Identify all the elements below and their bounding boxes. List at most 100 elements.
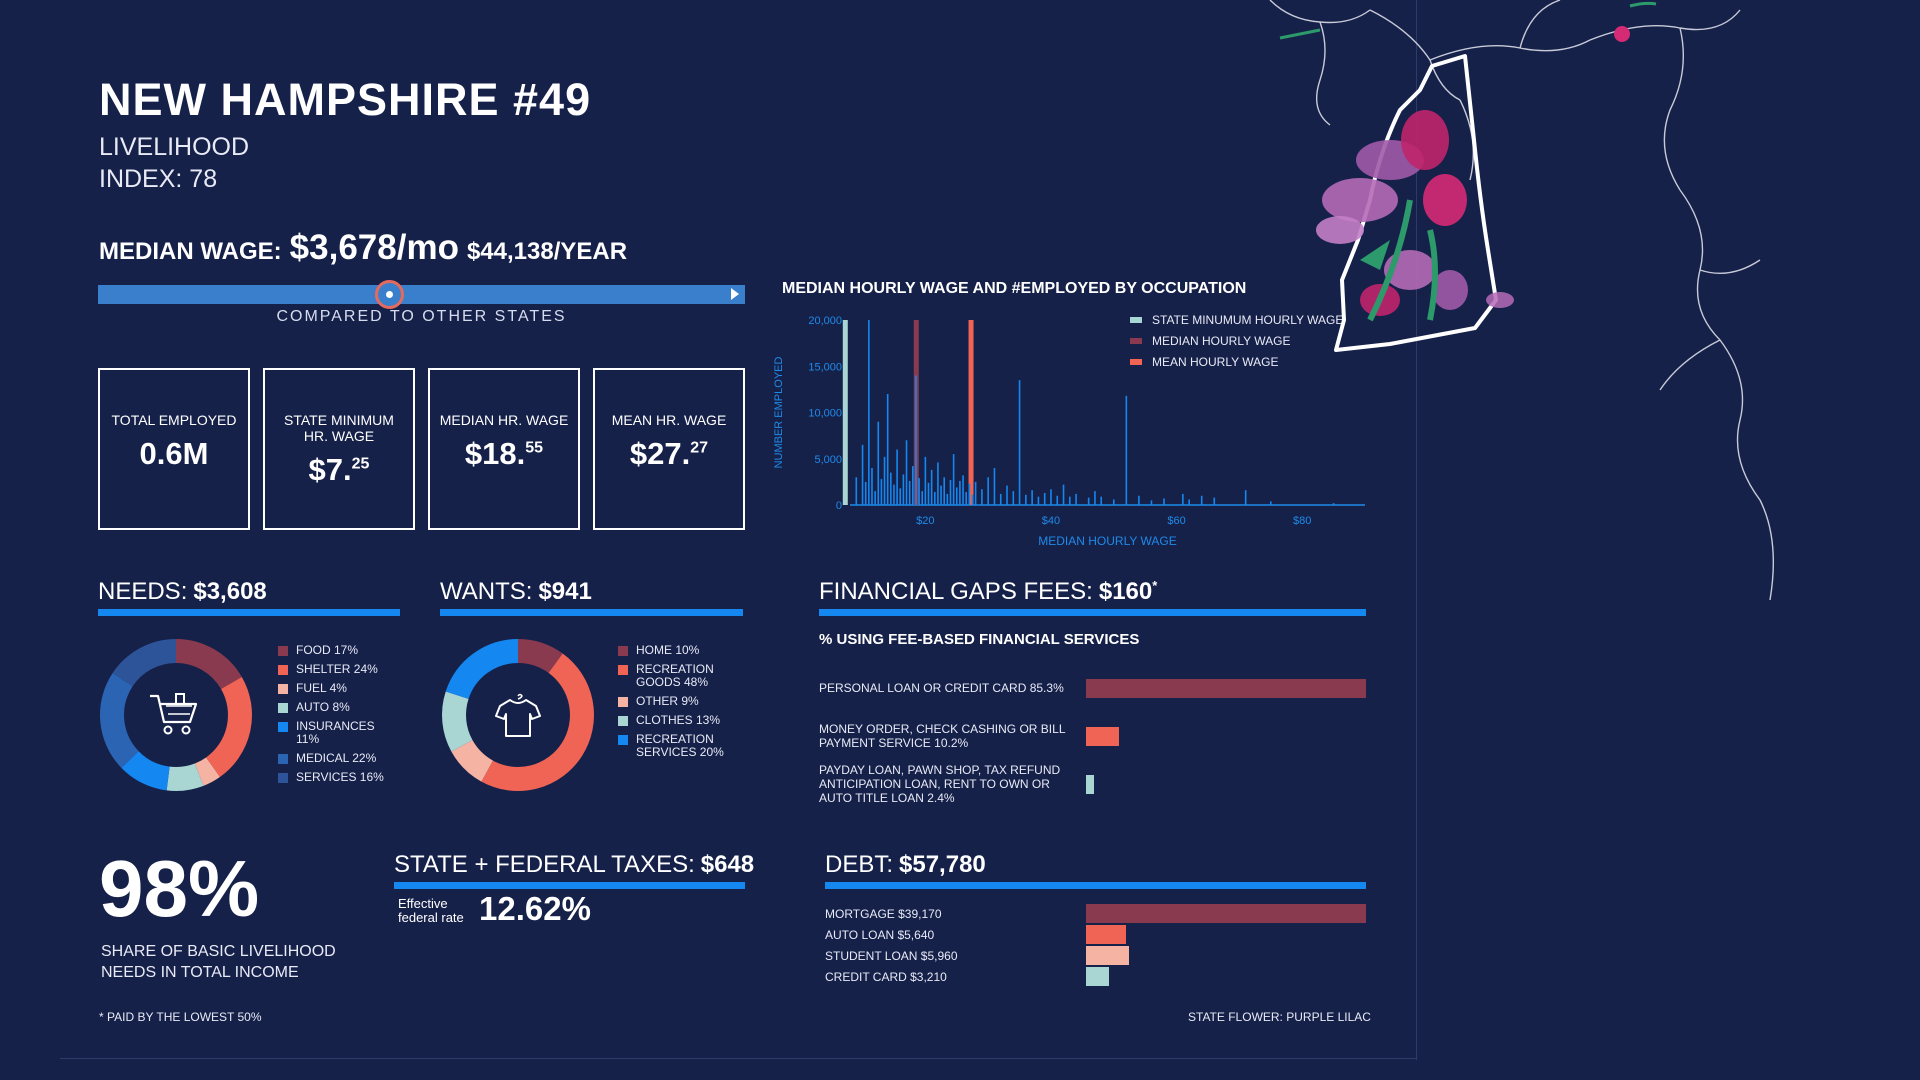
stat-median-wage: MEDIAN HR. WAGE $18.55	[428, 368, 580, 530]
stat-value: $7.25	[308, 452, 370, 487]
debt-bars: MORTGAGE $39,170 AUTO LOAN $5,640 STUDENT …	[825, 903, 1366, 987]
stat-value: 0.6M	[139, 436, 209, 471]
taxes-underline	[394, 882, 745, 889]
bar	[1086, 967, 1109, 986]
needs-donut-chart	[100, 639, 252, 791]
donut-slice	[481, 653, 594, 791]
legend-label: INSURANCES 11%	[296, 719, 375, 746]
bar	[1086, 726, 1120, 746]
legend-item: OTHER 9%	[618, 695, 730, 708]
legend-label: MEDIAN HOURLY WAGE	[1152, 334, 1290, 348]
donut-slice	[100, 673, 140, 768]
legend-item: INSURANCES 11%	[278, 720, 390, 746]
bar	[1086, 925, 1127, 944]
bar-row: STUDENT LOAN $5,960	[825, 945, 1366, 966]
debt-underline	[825, 882, 1366, 889]
donut-slice	[445, 639, 519, 700]
bar-label: PERSONAL LOAN OR CREDIT CARD 85.3%	[819, 681, 1064, 695]
legend-item: FOOD 17%	[278, 644, 390, 657]
leaf-decoration	[1279, 28, 1321, 40]
footnote: * PAID BY THE LOWEST 50%	[99, 1010, 262, 1024]
legend-swatch	[278, 773, 288, 783]
legend-label: MEAN HOURLY WAGE	[1152, 355, 1278, 369]
donut-slice	[121, 750, 171, 791]
legend-item: RECREATION SERVICES 20%	[618, 733, 730, 759]
debt-heading: DEBT: $57,780	[825, 851, 986, 878]
legend-swatch	[618, 665, 628, 675]
taxes-heading: STATE + FEDERAL TAXES: $648	[394, 851, 755, 878]
legend-item: FUEL 4%	[278, 682, 390, 695]
comparison-marker	[375, 280, 405, 309]
donut-slice	[112, 639, 177, 687]
occupation-wage-chart: 0 5,000 10,000 15,000 20,000 $20 $40 $60 $80 MEDI…	[773, 313, 1365, 548]
chart-title: MEDIAN HOURLY WAGE AND #EMPLOYED BY OCCU…	[782, 280, 1247, 297]
needs-underline	[98, 609, 400, 616]
page-title: NEW HAMPSHIRE #49	[99, 74, 592, 125]
bar	[1086, 678, 1366, 698]
needs-legend: FOOD 17% SHELTER 24% FUEL 4% AUTO 8% INSURAN…	[278, 644, 390, 790]
state-outline	[1334, 54, 1498, 352]
y-tick-label: 10,000	[808, 408, 842, 420]
leaf-decoration	[1629, 1, 1657, 8]
horizontal-divider	[60, 1058, 1416, 1059]
donut-slice	[166, 763, 204, 791]
financial-gaps-bars: PERSONAL LOAN OR CREDIT CARD 85.3% MONEY …	[819, 664, 1366, 808]
needs-heading: NEEDS: $3,608	[98, 578, 267, 605]
y-tick-label: 20,000	[808, 315, 842, 327]
donut-slice	[517, 639, 563, 674]
x-tick-label: $80	[1293, 515, 1311, 527]
stat-label: MEDIAN HR. WAGE	[439, 412, 569, 428]
tshirt-icon	[495, 693, 541, 737]
median-wage-label: MEDIAN WAGE:	[99, 238, 282, 265]
legend-label: HOME 10%	[636, 643, 700, 657]
y-tick-label: 0	[836, 500, 842, 512]
median-wage-monthly: $3,678/mo	[289, 228, 459, 267]
legend-item: SHELTER 24%	[278, 663, 390, 676]
legend-item: HOME 10%	[618, 644, 730, 657]
legend-swatch	[278, 703, 288, 713]
legend-swatch	[278, 646, 288, 656]
wants-heading: WANTS: $941	[440, 578, 592, 605]
financial-gaps-heading: FINANCIAL GAPS FEES: $160*	[819, 578, 1158, 605]
legend-swatch	[618, 646, 628, 656]
bar-label: AUTO LOAN $5,640	[825, 927, 935, 942]
legend-swatch	[1130, 359, 1142, 365]
legend-label: SERVICES 16%	[296, 770, 384, 784]
legend-item: SERVICES 16%	[278, 771, 390, 784]
x-axis-label: MEDIAN HOURLY WAGE	[1038, 534, 1176, 548]
wants-underline	[440, 609, 743, 616]
legend-item: MEDICAL 22%	[278, 752, 390, 765]
reference-line	[842, 320, 848, 505]
legend-label: FOOD 17%	[296, 643, 359, 657]
stat-total-employed: TOTAL EMPLOYED 0.6M	[98, 368, 250, 530]
donut-slice	[442, 691, 473, 752]
x-tick-label: $20	[916, 515, 934, 527]
y-axis-label: NUMBER EMPLOYED	[773, 357, 785, 469]
legend-swatch	[278, 722, 288, 732]
legend-item: AUTO 8%	[278, 701, 390, 714]
stat-mean-wage: MEAN HR. WAGE $27.27	[593, 368, 745, 530]
wants-donut-chart	[442, 639, 594, 791]
comparison-label: COMPARED TO OTHER STATES	[276, 308, 567, 325]
state-map-illustration	[1269, 0, 1775, 601]
median-wage-yearly: $44,138/YEAR	[466, 238, 628, 265]
legend-swatch	[618, 735, 628, 745]
state-flower-caption: STATE FLOWER: PURPLE LILAC	[1188, 1010, 1371, 1024]
lilac-flowers-decoration	[1316, 26, 1630, 322]
bar-label: STUDENT LOAN $5,960	[825, 948, 958, 963]
reference-line	[968, 320, 974, 505]
legend-swatch	[618, 697, 628, 707]
bar-row: PERSONAL LOAN OR CREDIT CARD 85.3%	[819, 664, 1366, 712]
bar-row: AUTO LOAN $5,640	[825, 924, 1366, 945]
stat-value: $27.27	[629, 436, 709, 471]
donut-slice	[205, 677, 252, 778]
x-tick-label: $60	[1167, 515, 1185, 527]
legend-item: CLOTHES 13%	[618, 714, 730, 727]
bar-label: PAYDAY LOAN, PAWN SHOP, TAX REFUND ANTIC…	[819, 763, 1061, 805]
financial-gaps-subtitle: % USING FEE-BASED FINANCIAL SERVICES	[819, 631, 1140, 648]
legend-swatch	[618, 716, 628, 726]
donut-slice	[194, 757, 220, 786]
bar-row: CREDIT CARD $3,210	[825, 966, 1366, 987]
stat-label: TOTAL EMPLOYED	[111, 412, 237, 428]
legend-swatch	[1130, 317, 1142, 323]
